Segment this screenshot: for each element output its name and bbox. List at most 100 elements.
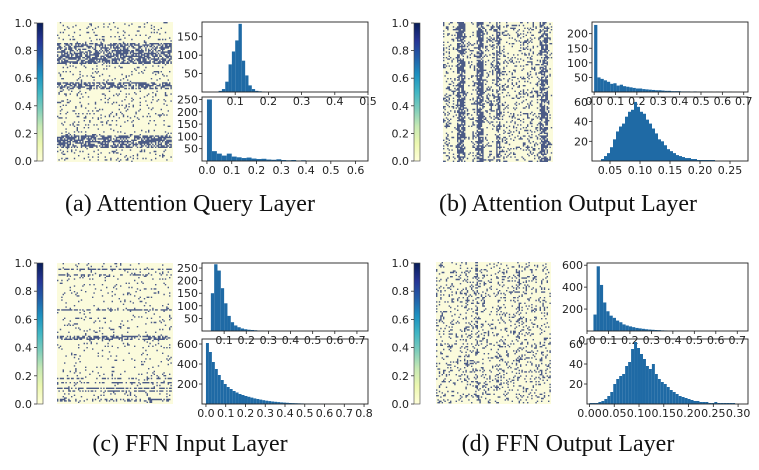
x-tick-label: 0.2 (248, 164, 266, 177)
heatmap-d (436, 262, 551, 404)
y-tick-label: 50 (574, 71, 588, 84)
histogram-bar (622, 374, 626, 404)
histogram-bar (667, 149, 670, 161)
histogram-bar (229, 389, 233, 404)
colorbar-tick-label: 0.8 (392, 45, 410, 58)
histogram-bar (274, 401, 278, 404)
y-tick-label: 60 (574, 96, 588, 109)
histogram-bar (593, 314, 597, 331)
histogram-bar (613, 139, 616, 161)
histogram-bar (613, 83, 617, 92)
heatmap-cells (436, 262, 551, 404)
histogram-bar (276, 159, 282, 161)
heatmap-cells (57, 22, 172, 162)
x-tick-label: 0.4 (326, 95, 344, 108)
histogram-bar (597, 77, 601, 92)
histogram-bar (641, 328, 645, 331)
histogram-bar (619, 84, 623, 92)
histogram-bar (238, 23, 242, 93)
histogram-bar (732, 403, 736, 404)
histogram-bar (245, 75, 249, 92)
x-tick-label: 0.25 (718, 164, 743, 177)
x-tick-label: 0.20 (688, 164, 713, 177)
colorbar-tick-label: 0.0 (392, 155, 410, 168)
histogram-bar (705, 402, 709, 404)
x-tick-label: 0.05 (602, 407, 627, 420)
histogram-bar (250, 397, 254, 404)
caption-a: (a) Attention Query Layer (65, 191, 315, 217)
histogram-bar (688, 158, 691, 161)
histogram-bar (648, 89, 652, 92)
histogram-bar (599, 284, 604, 331)
heatmap-cells (57, 263, 172, 403)
x-tick-label: 0.10 (628, 164, 653, 177)
histogram-bar (709, 160, 712, 161)
histogram-bar (654, 374, 658, 404)
histogram-frame (586, 262, 749, 332)
histogram-bar (702, 402, 706, 404)
x-tick-label: 0.0 (197, 407, 215, 420)
histogram-bar (607, 396, 611, 404)
histogram-bar (651, 89, 656, 92)
histogram-bar (226, 387, 230, 404)
heatmap-c (57, 263, 173, 404)
histogram-bar (607, 153, 610, 161)
histogram-bar (622, 86, 627, 92)
histogram-frame (201, 96, 369, 162)
histogram-bar (658, 90, 662, 92)
colorbar-tick-label: 0.6 (392, 313, 410, 326)
histogram-bar (603, 80, 607, 92)
x-tick-label: 0.3 (649, 95, 667, 108)
histogram-bar (637, 106, 640, 161)
histogram-bar (291, 403, 295, 404)
colorbar-tick-label: 0.2 (392, 370, 410, 383)
histogram-bar (720, 403, 724, 404)
panel-c: 0.00.20.40.60.81.00.1 0.2 0.3 0.4 0.5 0.6 0.75… (15, 257, 373, 420)
histogram-bar (226, 153, 232, 161)
histogram-bar (210, 293, 215, 331)
histogram-c-bottom: 0.0 0.1 0.2 0.3 0.4 0.5 0.6 0.7 0.8 200 400 600 (177, 338, 373, 420)
colorbar-c: 0.0 0.2 0.4 0.6 0.8 1.0 (15, 257, 44, 411)
histogram-bar (632, 327, 636, 331)
histogram-bar (619, 322, 623, 331)
histogram-bar (251, 158, 257, 161)
histogram-bar (271, 401, 275, 404)
histogram-bar (640, 354, 643, 404)
histogram-bar (676, 155, 679, 161)
x-tick-label: 0.15 (658, 164, 683, 177)
x-tick-label: 0.5 (296, 407, 314, 420)
histogram-bar (610, 392, 614, 404)
histogram-bar (604, 156, 607, 161)
histogram-bar (625, 325, 629, 331)
histogram-bar (266, 159, 272, 161)
histogram-bar (616, 131, 619, 161)
histogram-bar (606, 81, 611, 92)
histogram-bar (690, 400, 694, 404)
histogram-bar (261, 158, 267, 161)
histogram-bar (603, 302, 607, 331)
colorbar-tick-label: 1.0 (392, 17, 410, 30)
x-tick-label: 0.6 (707, 334, 725, 347)
histogram-bar (629, 87, 633, 92)
histogram-bar (699, 402, 703, 404)
histogram-bar (262, 400, 266, 404)
histogram-bar (268, 401, 272, 404)
histogram-bar (265, 400, 269, 404)
histogram-frame (586, 338, 749, 405)
histogram-bar (235, 40, 239, 92)
histogram-bar (231, 156, 237, 161)
colorbar-tick-label: 0.0 (15, 155, 33, 168)
histogram-frame (201, 21, 369, 93)
y-tick-label: 250 (177, 93, 198, 106)
histogram-bar (663, 384, 667, 404)
histogram-bar (658, 139, 661, 161)
histogram-bar (729, 403, 733, 404)
histogram-bar (622, 123, 625, 161)
histogram-bar (646, 119, 649, 161)
histogram-bar (259, 399, 263, 404)
histogram-bar (211, 362, 215, 404)
histogram-bar (248, 85, 252, 92)
histogram-bar (691, 159, 694, 161)
histogram-bar (595, 403, 599, 404)
histogram-bar (637, 348, 640, 404)
